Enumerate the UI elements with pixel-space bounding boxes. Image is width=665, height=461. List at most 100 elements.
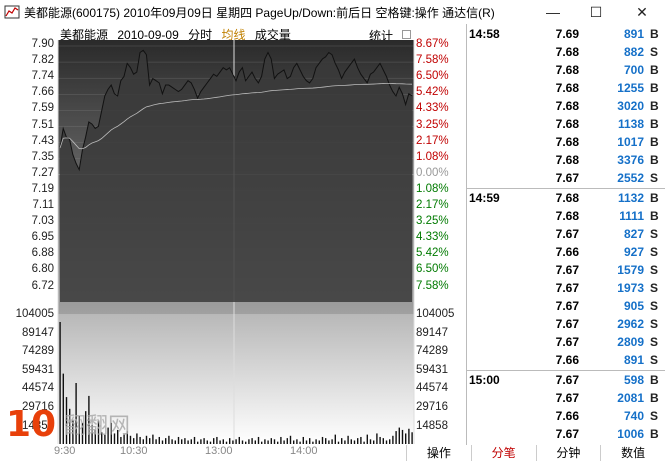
volume-bar [286, 438, 288, 444]
tick-price: 7.67 [555, 317, 579, 331]
price-tick-label: 7.59 [31, 102, 54, 115]
pct-tick-label: 2.17% [416, 199, 449, 211]
volume-bar [174, 440, 176, 444]
volume-bar [62, 373, 64, 444]
volume-bar [78, 415, 80, 444]
tick-row[interactable]: 7.68 3020 B [467, 98, 665, 116]
price-tick-label: 6.80 [31, 263, 54, 276]
tick-row[interactable]: 7.67 905 S [467, 298, 665, 316]
volume-tick-label-right: 44574 [416, 382, 448, 395]
price-tick-label: 7.51 [31, 118, 54, 131]
tick-volume: 1006 [617, 427, 644, 441]
volume-bar [248, 439, 250, 444]
volume-bar [270, 438, 272, 444]
tick-row[interactable]: 7.68 1111 B [467, 208, 665, 226]
tick-price: 7.68 [555, 191, 579, 205]
tick-row[interactable]: 7.68 1138 B [467, 116, 665, 134]
chart-mode[interactable]: 分时 [188, 28, 213, 42]
tick-row[interactable]: 7.68 1017 B [467, 134, 665, 152]
pct-tick-label: 2.17% [416, 134, 449, 147]
volume-bar [136, 433, 138, 444]
tick-row[interactable]: 7.68 1255 B [467, 80, 665, 98]
tick-volume: 3376 [617, 153, 644, 167]
tick-row[interactable]: 7.67 1579 S [467, 262, 665, 280]
volume-bar [126, 431, 128, 444]
tick-volume: 891 [623, 27, 644, 41]
volume-bar [389, 439, 391, 444]
tick-volume: 1138 [617, 117, 644, 131]
volume-bar [120, 436, 122, 444]
maximize-button[interactable]: ☐ [589, 3, 603, 20]
volume-bar [376, 433, 378, 444]
tick-row[interactable]: 15:00 7.67 598 B [467, 372, 665, 390]
volume-background [58, 314, 414, 444]
chart-svg[interactable] [0, 24, 466, 445]
tick-volume: 700 [623, 63, 644, 77]
tick-price: 7.67 [555, 263, 579, 277]
pct-tick-label: 4.33% [416, 231, 449, 244]
tab-values[interactable]: 数值 [600, 445, 665, 461]
tick-volume: 2552 [617, 171, 644, 185]
volume-bar [91, 425, 93, 444]
tick-row[interactable]: 7.67 2081 B [467, 390, 665, 408]
tick-volume: 3020 [617, 99, 644, 113]
volume-bar [88, 395, 90, 444]
minimize-button[interactable]: — [546, 4, 560, 20]
tick-row[interactable]: 7.68 3376 B [467, 152, 665, 170]
tick-direction: S [650, 281, 659, 295]
tick-row[interactable]: 7.66 927 S [467, 244, 665, 262]
tick-price: 7.68 [555, 153, 579, 167]
time-axis-label: 13:00 [205, 445, 233, 457]
volume-bar [251, 438, 253, 444]
price-tick-label: 7.03 [31, 215, 54, 228]
tick-row[interactable]: 7.67 2809 S [467, 334, 665, 352]
tick-row[interactable]: 7.67 2962 S [467, 316, 665, 334]
volume-bar [309, 438, 311, 444]
volume-bar [165, 438, 167, 444]
tick-direction: B [650, 117, 659, 131]
tick-row[interactable]: 7.67 827 S [467, 226, 665, 244]
price-tick-label: 7.66 [31, 86, 54, 99]
tab-operate[interactable]: 操作 [406, 445, 471, 461]
volume-tick-label: 29716 [22, 401, 54, 413]
volume-bar [171, 439, 173, 444]
tick-price: 7.66 [555, 353, 579, 367]
stat-label[interactable]: 统计 [369, 29, 394, 43]
volume-bar [168, 435, 170, 444]
tick-row[interactable]: 14:58 7.69 891 B [467, 26, 665, 44]
tick-row[interactable]: 7.68 882 S [467, 44, 665, 62]
volume-bar [219, 440, 221, 444]
volume-bar [59, 322, 61, 444]
tab-ticks[interactable]: 分笔 [470, 445, 536, 461]
volume-tick-label-right: 29716 [416, 401, 448, 413]
volume-bar [161, 440, 164, 444]
minute-separator [467, 370, 665, 371]
tick-volume: 927 [623, 245, 644, 259]
stat-checkbox[interactable] [402, 30, 411, 39]
volume-bar [94, 429, 96, 444]
volume-bar [117, 429, 119, 444]
tick-row[interactable]: 7.67 2552 S [467, 170, 665, 188]
volume-bar [280, 436, 282, 444]
tab-minute[interactable]: 分钟 [535, 445, 601, 461]
volume-label[interactable]: 成交量 [254, 28, 291, 42]
pct-tick-label: 7.58% [416, 54, 449, 67]
avg-line-label[interactable]: 均线 [221, 28, 246, 42]
volume-bar [113, 433, 116, 444]
tick-direction: S [650, 45, 659, 59]
time-axis-label: 14:00 [290, 445, 318, 457]
tick-row[interactable]: 7.67 1973 S [467, 280, 665, 298]
volume-bar [190, 439, 192, 444]
tick-volume: 1017 [617, 135, 644, 149]
tick-row[interactable]: 7.66 740 S [467, 408, 665, 426]
tick-volume: 1973 [617, 281, 644, 295]
pct-tick-label: 5.42% [416, 86, 449, 99]
close-button[interactable]: ✕ [636, 3, 648, 20]
tick-row[interactable]: 14:59 7.68 1132 B [467, 190, 665, 208]
tick-row[interactable]: 7.66 891 S [467, 352, 665, 370]
tick-row[interactable]: 7.68 700 B [467, 62, 665, 80]
volume-bar [107, 427, 109, 444]
volume-bar [206, 440, 208, 444]
tick-list-panel[interactable]: 14:58 7.69 891 B 7.68 882 S 7.68 700 B 7.68 1255 B 7.… [466, 24, 665, 445]
tick-row[interactable]: 7.67 1006 B [467, 426, 665, 444]
